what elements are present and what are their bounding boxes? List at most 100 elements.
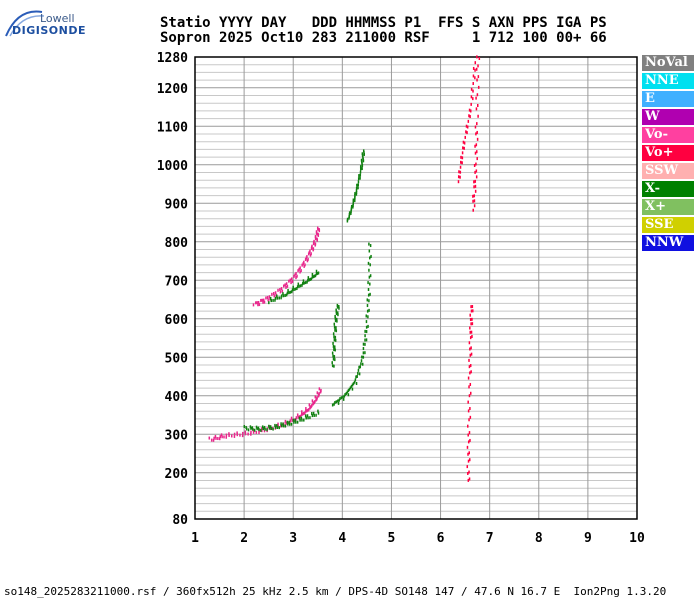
trace-point [467, 433, 469, 437]
trace-point [360, 362, 362, 366]
trace-point [304, 281, 307, 285]
trace-point [361, 160, 363, 164]
plot-frame [194, 56, 638, 520]
trace-point [255, 430, 258, 434]
trace-point [347, 393, 350, 397]
trace-point [306, 280, 308, 284]
trace-point [470, 95, 473, 99]
trace-point [352, 200, 355, 204]
trace-point [471, 305, 474, 308]
trace-point [294, 418, 296, 422]
trace-point [461, 161, 463, 165]
trace-point [311, 414, 314, 418]
trace-point [334, 314, 336, 318]
trace-point [467, 452, 469, 456]
trace-point [308, 278, 311, 282]
trace-point [369, 263, 371, 267]
trace-point [334, 401, 336, 405]
trace-point [213, 436, 215, 440]
trace-point [467, 424, 469, 428]
trace-point [474, 144, 476, 148]
trace-point [228, 433, 230, 437]
trace-point [359, 167, 362, 171]
trace-point [282, 424, 285, 428]
trace-point [459, 175, 461, 179]
trace-point [472, 199, 474, 203]
trace-point [355, 382, 358, 385]
trace-point [360, 158, 363, 162]
trace-point [288, 420, 290, 424]
trace-point [268, 301, 270, 305]
trace-point [260, 427, 263, 431]
trace-point [468, 394, 471, 398]
trace-point [358, 174, 360, 178]
trace-point [236, 433, 239, 437]
trace-point [457, 180, 460, 184]
legend-item: X- [642, 181, 694, 197]
trace-point [337, 399, 339, 403]
trace-point [261, 298, 264, 302]
trace-point [365, 338, 368, 342]
trace-point [338, 398, 340, 402]
legend-item: NNW [642, 235, 694, 251]
trace-point [369, 256, 371, 260]
trace-point [364, 334, 366, 338]
trace-point [472, 82, 474, 86]
trace-point [467, 472, 469, 475]
trace-point [332, 357, 335, 361]
trace-point [274, 425, 277, 429]
trace-point [365, 320, 368, 324]
trace-point [311, 399, 314, 403]
trace-point [307, 408, 310, 412]
y-tick-label: 1200 [157, 82, 188, 97]
trace-point [472, 89, 474, 93]
logo-digisonde: DIGISONDE [12, 24, 86, 37]
trace-point [277, 288, 279, 292]
trace-point [334, 345, 336, 349]
trace-point [307, 408, 309, 412]
legend-item: E [642, 91, 694, 107]
trace-point [316, 391, 319, 395]
trace-point [284, 293, 286, 297]
trace-point [361, 164, 364, 167]
trace-point [367, 261, 370, 265]
trace-point [335, 310, 338, 314]
trace-point [368, 268, 370, 272]
trace-point [306, 255, 308, 259]
trace-point [472, 74, 475, 78]
trace-point [333, 325, 336, 329]
trace-point [468, 470, 470, 474]
trace-point [266, 296, 269, 300]
trace-point [255, 425, 258, 429]
trace-point [472, 66, 475, 70]
trace-point [261, 429, 263, 433]
trace-point [345, 391, 348, 395]
trace-point [301, 282, 304, 286]
trace-point [331, 361, 333, 365]
trace-point [285, 282, 288, 286]
trace-point [247, 428, 250, 432]
trace-point [361, 152, 364, 156]
legend-item: SSW [642, 163, 694, 179]
trace-point [475, 132, 477, 136]
trace-point [273, 294, 276, 298]
trace-point [288, 279, 290, 283]
trace-point [236, 431, 238, 435]
trace-point [362, 342, 365, 346]
trace-point [474, 189, 477, 193]
trace-point [335, 400, 338, 404]
trace-point [355, 189, 358, 193]
trace-point [369, 292, 371, 296]
logo-lowell: Lowell [40, 12, 75, 25]
trace-point [303, 281, 305, 285]
trace-point [353, 380, 356, 384]
trace-point [212, 438, 215, 442]
trace-point [317, 411, 320, 415]
trace-point [366, 309, 369, 313]
trace-point [474, 61, 477, 65]
trace-point [350, 211, 352, 215]
trace-point [284, 424, 287, 428]
trace-point [355, 375, 357, 379]
trace-point [334, 328, 336, 332]
trace-point [280, 424, 282, 428]
